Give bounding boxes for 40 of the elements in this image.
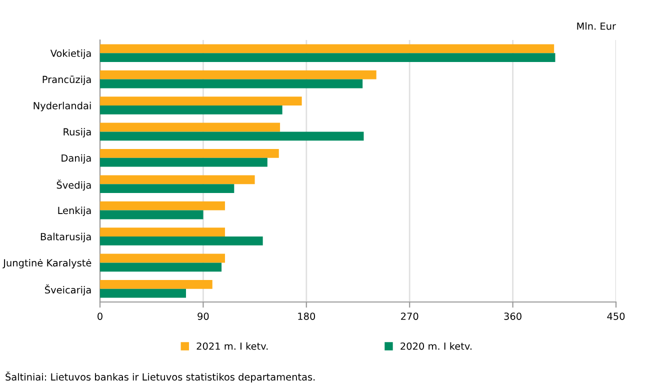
legend-label: 2020 m. I ketv. [400, 342, 472, 350]
x-tick-label: 270 [401, 312, 418, 320]
y-tick-label: Šveicarija [45, 284, 91, 296]
x-tick-label: 0 [98, 312, 102, 320]
bar [100, 184, 234, 194]
bar [100, 148, 279, 158]
bar [100, 106, 282, 114]
bar [100, 96, 302, 106]
bar [100, 44, 554, 54]
bar [100, 254, 225, 263]
bar [100, 210, 204, 220]
bar [100, 122, 280, 132]
bar [100, 228, 225, 236]
x-tick-label: 450 [607, 312, 625, 320]
y-tick-label: Prancūzija [42, 76, 91, 86]
bar [100, 132, 364, 141]
bar [100, 280, 212, 289]
y-tick-label: Lenkija [58, 206, 91, 216]
y-tick-label: Danija [62, 154, 91, 164]
bar [100, 236, 263, 246]
y-tick-label: Švedija [56, 180, 91, 191]
bar [100, 79, 363, 88]
y-tick-label: Jungtinė Karalystė [2, 259, 92, 268]
bar [100, 70, 376, 80]
x-tick-label: 90 [198, 312, 209, 320]
bar [100, 201, 225, 210]
text: Šaltiniai: Lietuvos bankas ir Lietuvos statistikos departamentas. [6, 371, 315, 383]
legend-label: 2021 m. I ketv. [196, 342, 268, 350]
bar [100, 288, 186, 298]
x-axis-title: Mln. Eur [577, 22, 616, 30]
x-tick-label: 180 [298, 312, 316, 320]
bar [100, 262, 222, 272]
x-tick-label: 360 [504, 312, 522, 320]
y-tick-label: Rusija [64, 128, 91, 138]
y-tick-label: Baltarusija [40, 232, 91, 242]
y-tick-label: Vokietija [50, 49, 91, 59]
bar [100, 53, 556, 62]
bar [100, 158, 268, 167]
bar [100, 175, 255, 184]
y-tick-label: Nyderlandai [34, 102, 91, 112]
